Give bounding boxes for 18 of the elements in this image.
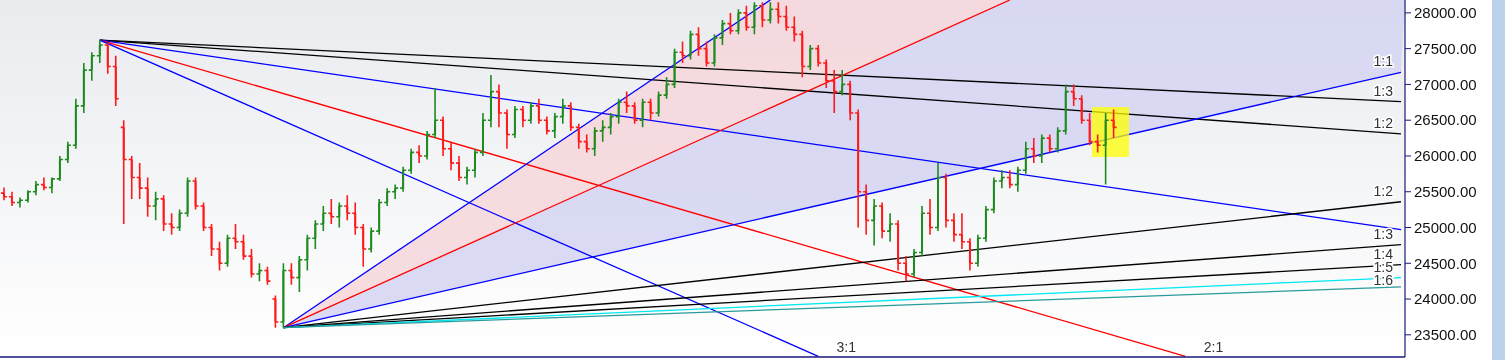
y-tick-label: 24000.00 [1414,290,1477,308]
y-tick-label: 24500.00 [1414,254,1477,272]
y-tick-label: 27500.00 [1414,39,1477,57]
y-tick-label: 27000.00 [1414,75,1477,93]
series-label: 2:1 [1203,339,1224,355]
series-label: 1:2 [1373,182,1394,199]
series-label: 1:3 [1373,82,1394,99]
series-label: 3:1 [836,339,857,355]
series-label: 1:3 [1373,225,1394,242]
y-tick-label: 28000.00 [1414,4,1477,22]
series-label: 1:2 [1373,114,1394,131]
y-tick-label: 26000.00 [1414,147,1477,165]
y-tick-label: 25000.00 [1414,218,1477,236]
y-tick-label: 25500.00 [1414,182,1477,200]
series-label: 1:1 [1373,53,1394,70]
y-tick-label: 23500.00 [1414,326,1477,344]
y-tick-label: 26500.00 [1414,111,1477,129]
series-label: 1:4 [1373,245,1394,262]
